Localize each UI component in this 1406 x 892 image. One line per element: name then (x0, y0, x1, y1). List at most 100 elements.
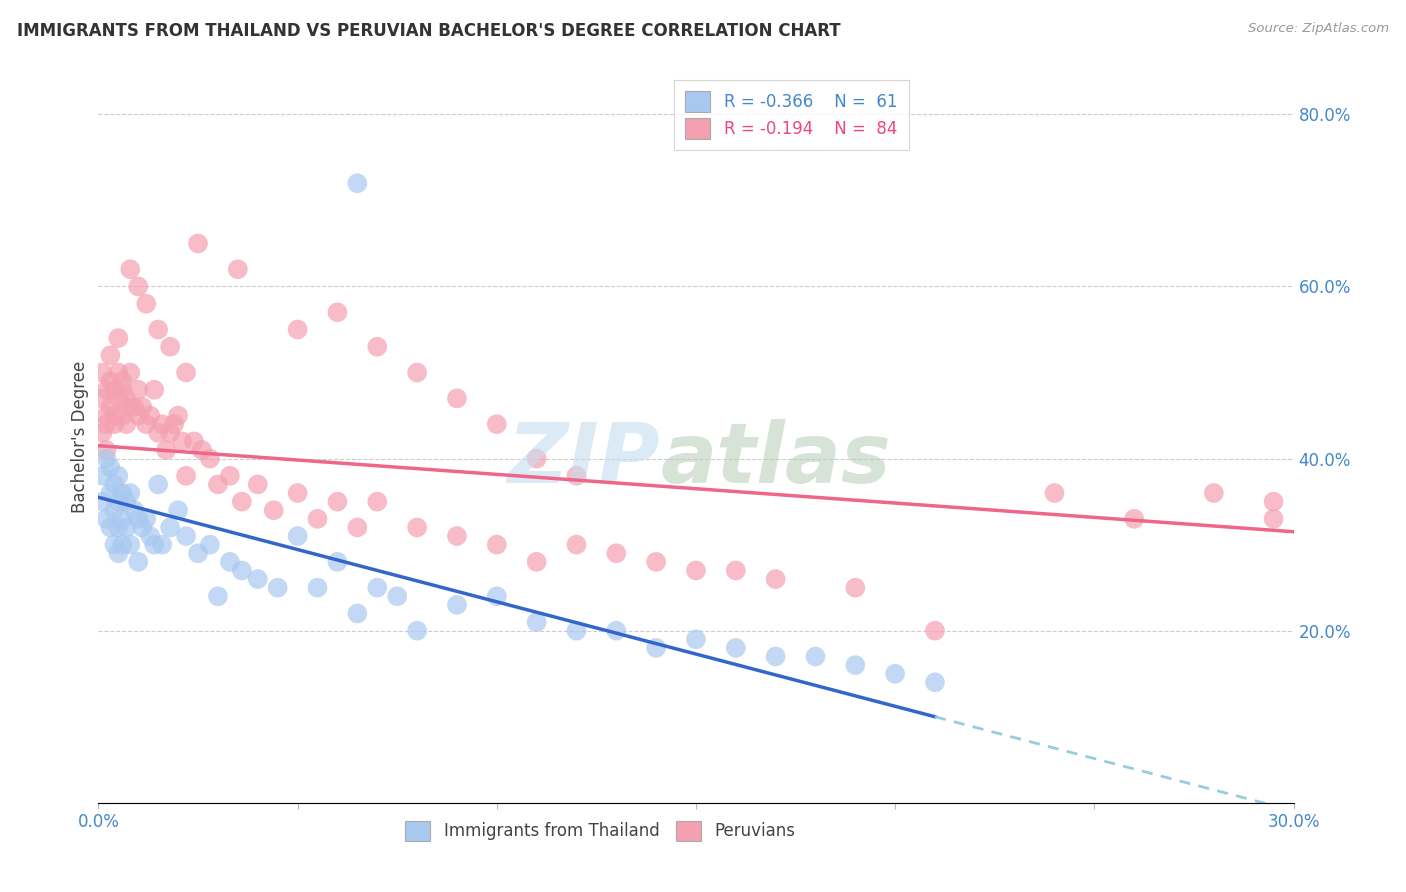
Point (120, 538, 142, 552)
Point (148, 322, 170, 336)
Point (446, 392, 468, 406)
Text: IMMIGRANTS FROM THAILAND VS PERUVIAN BACHELOR'S DEGREE CORRELATION CHART: IMMIGRANTS FROM THAILAND VS PERUVIAN BAC… (17, 22, 841, 40)
Point (287, 322, 309, 336)
Point (366, 494, 388, 508)
Point (346, 520, 368, 534)
Point (111, 374, 134, 388)
Point (844, 581, 866, 595)
Point (120, 400, 142, 414)
Point (267, 581, 290, 595)
Point (685, 564, 707, 578)
Point (91, 392, 114, 406)
Point (645, 555, 668, 569)
Point (198, 451, 221, 466)
Point (148, 477, 170, 491)
Point (96, 442, 118, 457)
Point (326, 494, 349, 508)
Point (127, 383, 149, 397)
Point (107, 494, 129, 508)
Point (96, 409, 118, 423)
Text: Source: ZipAtlas.com: Source: ZipAtlas.com (1249, 22, 1389, 36)
Point (287, 486, 309, 500)
Point (139, 529, 162, 543)
Point (724, 640, 747, 655)
Point (107, 331, 129, 345)
Point (159, 425, 181, 440)
Point (924, 675, 946, 690)
Point (103, 417, 125, 432)
Point (103, 477, 125, 491)
Point (143, 383, 166, 397)
Point (1043, 486, 1066, 500)
Point (91, 425, 114, 440)
Point (183, 434, 205, 449)
Point (107, 392, 129, 406)
Point (127, 555, 149, 569)
Point (107, 520, 129, 534)
Point (155, 442, 177, 457)
Point (406, 520, 429, 534)
Point (287, 529, 309, 543)
Point (96, 512, 118, 526)
Point (346, 607, 368, 621)
Point (685, 632, 707, 647)
Point (884, 666, 907, 681)
Point (120, 366, 142, 380)
Point (406, 624, 429, 638)
Point (115, 392, 138, 406)
Point (1123, 512, 1146, 526)
Point (231, 494, 253, 508)
Point (346, 176, 368, 190)
Point (246, 572, 269, 586)
Point (219, 468, 242, 483)
Point (98, 486, 122, 500)
Point (172, 434, 194, 449)
Point (446, 598, 468, 612)
Point (366, 581, 388, 595)
Point (127, 512, 149, 526)
Point (107, 366, 129, 380)
Point (103, 383, 125, 397)
Point (366, 340, 388, 354)
Point (307, 512, 329, 526)
Point (844, 658, 866, 673)
Point (565, 468, 588, 483)
Point (446, 529, 468, 543)
Point (605, 624, 627, 638)
Point (124, 503, 146, 517)
Point (526, 451, 548, 466)
Point (115, 417, 138, 432)
Point (187, 236, 209, 251)
Point (605, 546, 627, 560)
Point (174, 529, 197, 543)
Point (120, 262, 142, 277)
Point (148, 425, 170, 440)
Point (139, 409, 162, 423)
Point (406, 366, 429, 380)
Point (191, 442, 214, 457)
Point (103, 503, 125, 517)
Point (111, 512, 134, 526)
Text: atlas: atlas (661, 418, 891, 500)
Point (485, 589, 508, 603)
Point (143, 538, 166, 552)
Point (98, 400, 122, 414)
Point (1263, 512, 1285, 526)
Point (207, 477, 229, 491)
Point (226, 262, 249, 277)
Point (167, 409, 190, 423)
Point (326, 305, 349, 319)
Point (135, 512, 157, 526)
Point (103, 409, 125, 423)
Point (246, 477, 269, 491)
Point (91, 468, 114, 483)
Point (231, 564, 253, 578)
Point (127, 279, 149, 293)
Point (167, 503, 190, 517)
Point (565, 538, 588, 552)
Point (645, 640, 668, 655)
Point (174, 468, 197, 483)
Point (131, 520, 153, 534)
Point (187, 546, 209, 560)
Point (924, 624, 946, 638)
